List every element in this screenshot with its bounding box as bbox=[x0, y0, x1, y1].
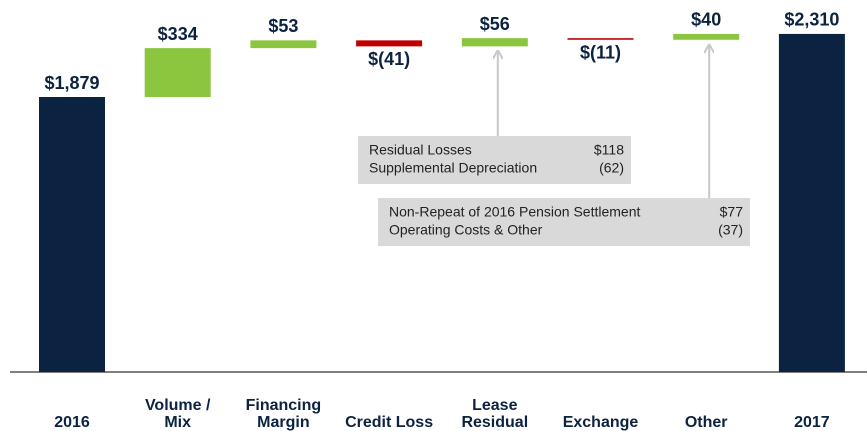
bar bbox=[778, 33, 845, 372]
category-label: Financing Margin bbox=[245, 397, 322, 431]
bar bbox=[250, 40, 317, 49]
value-label: $40 bbox=[691, 10, 721, 30]
bar bbox=[39, 97, 105, 372]
value-label: $2,310 bbox=[784, 10, 839, 30]
value-label: $(11) bbox=[580, 43, 621, 63]
category-label: 2017 bbox=[794, 414, 830, 431]
value-label: $(41) bbox=[368, 49, 410, 69]
annotation-value: (62) bbox=[599, 160, 624, 176]
annotation-box bbox=[378, 198, 750, 246]
category-label: Credit Loss bbox=[345, 414, 434, 431]
bar bbox=[673, 33, 740, 40]
category-label: Lease Residual bbox=[461, 397, 529, 431]
annotation-box bbox=[358, 136, 631, 184]
annotation-label: Operating Costs & Other bbox=[389, 222, 543, 238]
annotation-value: (37) bbox=[718, 222, 743, 238]
value-label: $1,879 bbox=[44, 73, 99, 93]
bar bbox=[144, 48, 211, 97]
value-label: $53 bbox=[268, 16, 298, 36]
bar bbox=[567, 38, 634, 40]
value-label: $56 bbox=[480, 14, 510, 34]
annotation-label: Residual Losses bbox=[369, 142, 472, 158]
category-label: Other bbox=[684, 414, 728, 431]
category-label: 2016 bbox=[54, 414, 90, 431]
annotation-value: $77 bbox=[720, 204, 744, 220]
value-label: $334 bbox=[158, 24, 198, 44]
bar bbox=[461, 38, 528, 47]
annotation-label: Non-Repeat of 2016 Pension Settlement bbox=[389, 204, 640, 220]
bar bbox=[356, 40, 423, 47]
annotation-value: $118 bbox=[594, 142, 624, 158]
category-label: Volume / Mix bbox=[144, 397, 211, 431]
annotation-label: Supplemental Depreciation bbox=[369, 160, 537, 176]
category-label: Exchange bbox=[562, 414, 639, 431]
